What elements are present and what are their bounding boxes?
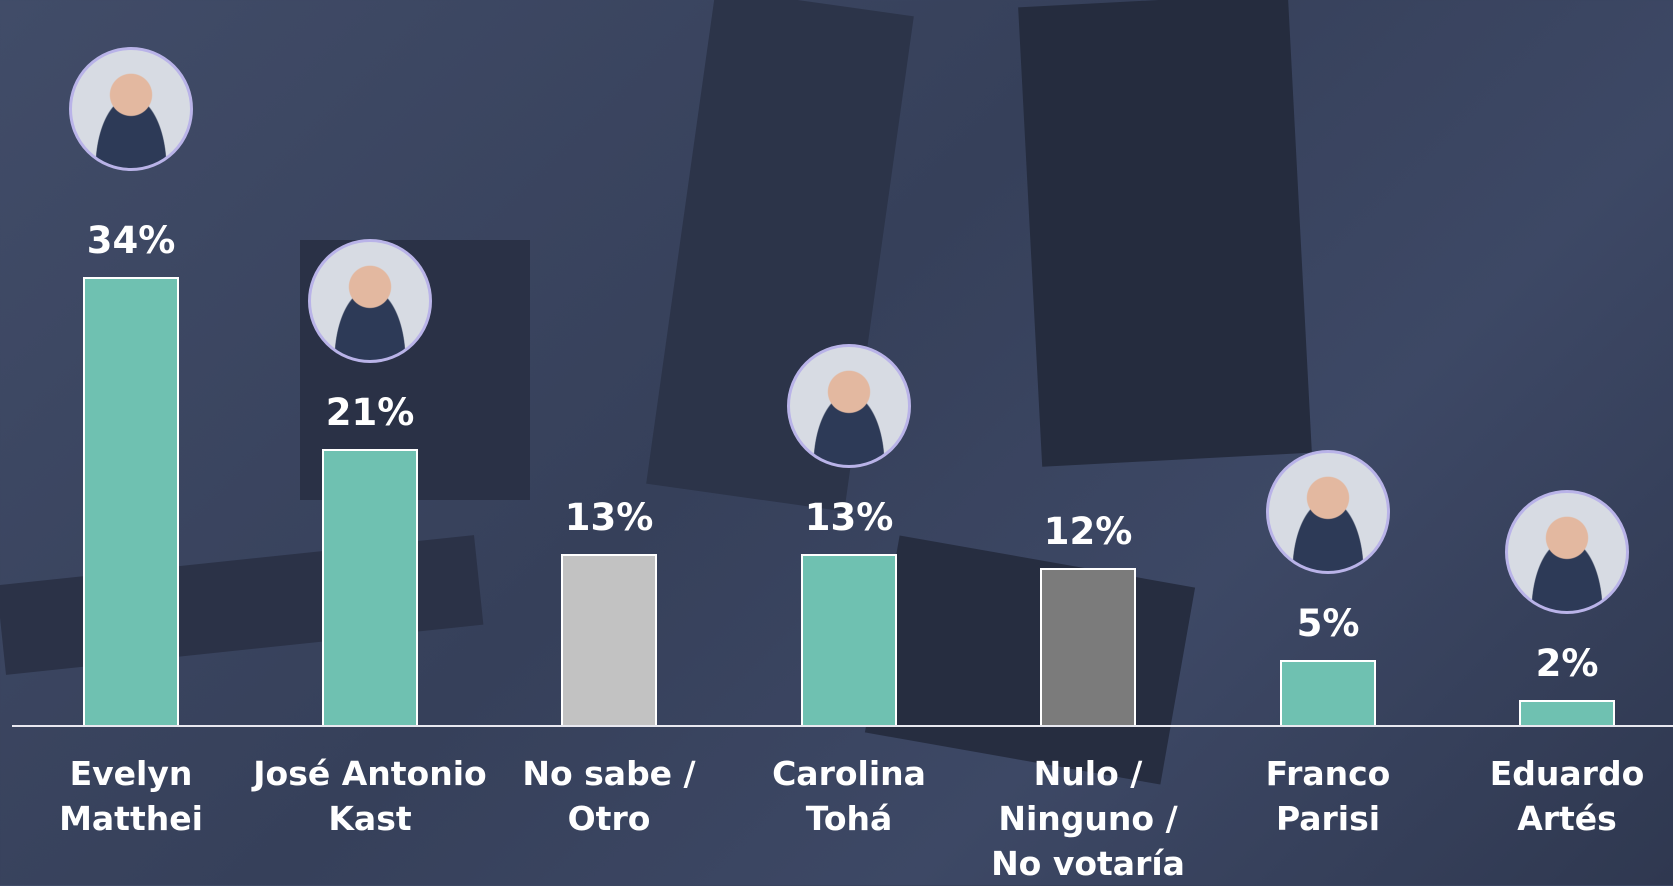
bar bbox=[561, 554, 657, 726]
value-label: 21% bbox=[325, 390, 415, 434]
x-tick-label: Franco Parisi bbox=[1265, 754, 1391, 838]
x-tick-label: No sabe / Otro bbox=[522, 754, 696, 838]
candidate-photo bbox=[787, 344, 911, 469]
value-label: 34% bbox=[86, 219, 176, 263]
candidate-photo bbox=[1266, 450, 1390, 574]
candidate-photo bbox=[69, 47, 193, 172]
value-label: 12% bbox=[1043, 509, 1133, 553]
bar bbox=[1519, 699, 1615, 726]
value-label: 2% bbox=[1535, 641, 1599, 685]
candidate-photo bbox=[1505, 489, 1629, 614]
value-label: 13% bbox=[564, 496, 654, 540]
bar bbox=[322, 448, 418, 726]
value-label: 5% bbox=[1296, 602, 1360, 645]
baseline bbox=[12, 725, 1673, 727]
background-shape bbox=[864, 535, 1196, 785]
bar bbox=[83, 277, 179, 726]
bar bbox=[1040, 567, 1136, 726]
value-label: 13% bbox=[804, 496, 894, 540]
x-tick-label: Evelyn Matthei bbox=[59, 754, 203, 838]
x-tick-label: Carolina Tohá bbox=[772, 754, 926, 838]
candidate-photo bbox=[308, 238, 432, 363]
bar bbox=[801, 554, 897, 726]
bar bbox=[1280, 660, 1376, 726]
x-tick-label: José Antonio Kast bbox=[253, 754, 487, 838]
background-shape bbox=[1018, 0, 1312, 467]
x-tick-label: Nulo / Ninguno / No votaría bbox=[991, 754, 1185, 883]
x-tick-label: Eduardo Artés bbox=[1489, 754, 1645, 838]
